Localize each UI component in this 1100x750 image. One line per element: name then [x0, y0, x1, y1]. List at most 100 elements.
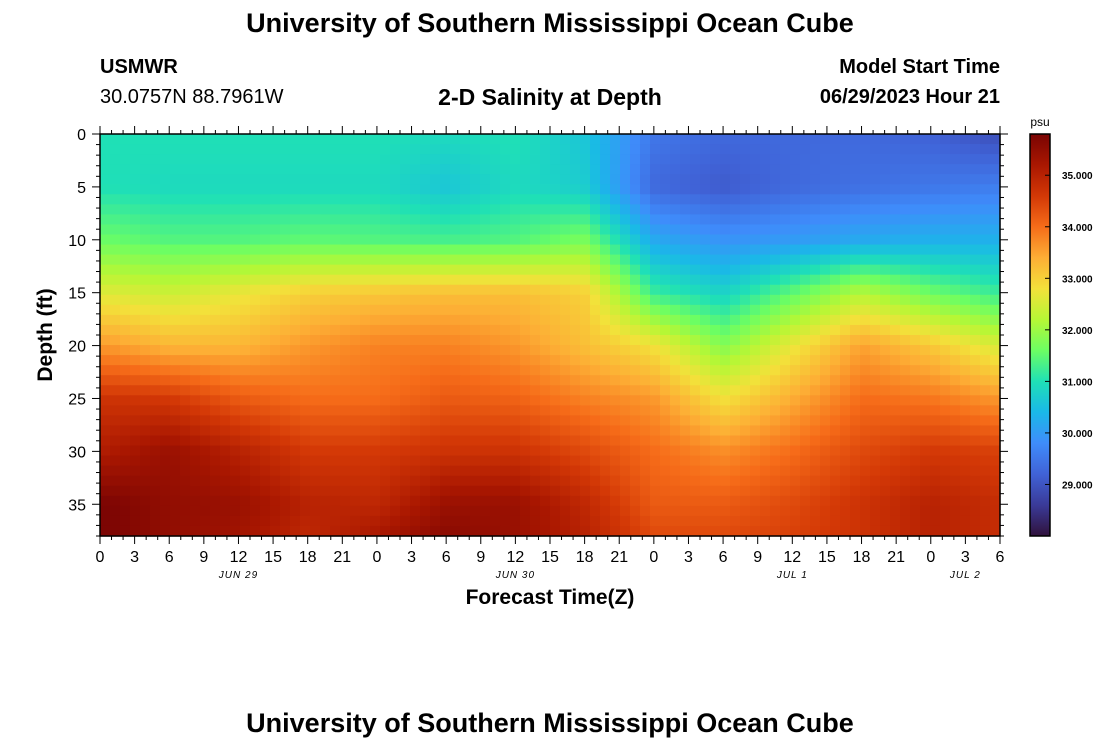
heatmap-cell	[360, 375, 371, 386]
heatmap-cell	[910, 405, 921, 416]
heatmap-cell	[540, 324, 551, 336]
heatmap-cell	[840, 284, 851, 296]
heatmap-cell	[950, 324, 961, 336]
y-tick-label: 30	[68, 444, 86, 461]
heatmap-cell	[270, 154, 281, 165]
heatmap-cell	[660, 174, 671, 185]
colorbar-ticks: 29.00030.00031.00032.00033.00034.00035.0…	[1045, 171, 1093, 491]
heatmap-cell	[640, 154, 651, 165]
heatmap-cell	[260, 314, 271, 326]
heatmap-cell	[500, 355, 511, 366]
heatmap-cell	[890, 324, 901, 336]
heatmap-cell	[540, 174, 551, 185]
heatmap-cell	[850, 154, 861, 165]
heatmap-cell	[730, 194, 741, 205]
heatmap-cell	[530, 385, 541, 396]
heatmap-cell	[760, 495, 771, 507]
heatmap-cell	[910, 224, 921, 236]
heatmap-cell	[690, 194, 701, 205]
heatmap-cell	[220, 134, 231, 145]
heatmap-cell	[800, 375, 811, 386]
heatmap-cell	[170, 134, 181, 145]
heatmap-cell	[770, 144, 781, 155]
y-tick-label: 15	[68, 286, 86, 303]
heatmap-cell	[890, 505, 901, 517]
heatmap-cell	[240, 485, 251, 497]
heatmap-cell	[730, 214, 741, 226]
heatmap-cell	[580, 214, 591, 226]
heatmap-cell	[100, 264, 111, 276]
heatmap-cell	[590, 525, 601, 537]
heatmap-cell	[850, 194, 861, 205]
heatmap-cell	[580, 525, 591, 537]
heatmap-cell	[570, 515, 581, 527]
heatmap-cell	[510, 395, 521, 406]
heatmap-cell	[970, 164, 981, 175]
heatmap-cell	[470, 144, 481, 155]
heatmap-cell	[520, 154, 531, 165]
heatmap-cell	[560, 475, 571, 487]
heatmap-cell	[440, 485, 451, 497]
heatmap-cell	[570, 144, 581, 155]
heatmap-cell	[240, 505, 251, 517]
heatmap-cell	[300, 485, 311, 497]
heatmap-cell	[950, 445, 961, 457]
heatmap-cell	[200, 435, 211, 447]
heatmap-cell	[720, 395, 731, 406]
heatmap-cell	[290, 174, 301, 185]
heatmap-cell	[180, 355, 191, 366]
heatmap-cell	[630, 214, 641, 226]
heatmap-cell	[450, 274, 461, 286]
heatmap-cell	[720, 174, 731, 185]
heatmap-cell	[630, 294, 641, 306]
heatmap-cell	[850, 304, 861, 316]
heatmap-cell	[470, 485, 481, 497]
heatmap-cell	[500, 244, 511, 256]
heatmap-cell	[300, 375, 311, 386]
heatmap-cell	[260, 355, 271, 366]
heatmap-cell	[520, 505, 531, 517]
heatmap-cell	[290, 525, 301, 537]
heatmap-cell	[700, 445, 711, 457]
heatmap-cell	[160, 314, 171, 326]
heatmap-cell	[900, 345, 911, 356]
heatmap-cell	[850, 445, 861, 457]
heatmap-cell	[880, 465, 891, 477]
heatmap-cell	[940, 154, 951, 165]
heatmap-cell	[730, 465, 741, 477]
heatmap-cell	[100, 134, 111, 145]
heatmap-cell	[350, 304, 361, 316]
heatmap-cell	[260, 234, 271, 246]
heatmap-cell	[110, 324, 121, 336]
heatmap-cell	[760, 254, 771, 266]
heatmap-cell	[290, 264, 301, 276]
heatmap-cell	[910, 345, 921, 356]
heatmap-cell	[850, 274, 861, 286]
heatmap-cell	[960, 405, 971, 416]
heatmap-cell	[910, 324, 921, 336]
heatmap-cell	[880, 515, 891, 527]
heatmap-cell	[820, 144, 831, 155]
heatmap-cell	[690, 294, 701, 306]
heatmap-cell	[900, 224, 911, 236]
heatmap-cell	[480, 375, 491, 386]
heatmap-cell	[140, 174, 151, 185]
heatmap-cell	[250, 304, 261, 316]
heatmap-cell	[850, 375, 861, 386]
heatmap-cell	[370, 425, 381, 437]
heatmap-cell	[900, 184, 911, 195]
heatmap-cell	[540, 274, 551, 286]
heatmap-cell	[910, 294, 921, 306]
model-start-label: Model Start Time	[839, 56, 1000, 78]
heatmap-cell	[390, 154, 401, 165]
heatmap-cell	[700, 284, 711, 296]
heatmap-cell	[420, 365, 431, 376]
heatmap-cell	[510, 244, 521, 256]
heatmap-cell	[920, 405, 931, 416]
heatmap-cell	[400, 134, 411, 145]
heatmap-cell	[890, 475, 901, 487]
heatmap-cell	[500, 465, 511, 477]
heatmap-cell	[150, 154, 161, 165]
heatmap-cell	[510, 335, 521, 346]
